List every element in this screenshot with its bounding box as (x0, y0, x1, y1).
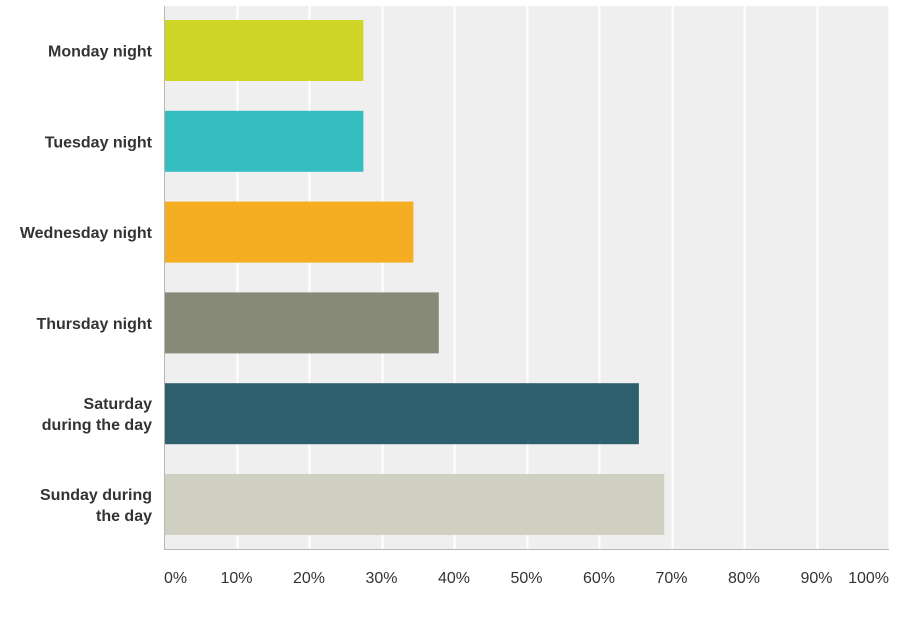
x-tick-label: 100% (848, 570, 889, 587)
x-tick-label: 60% (583, 570, 615, 587)
category-label: Monday night (48, 44, 153, 61)
category-labels: Monday night Tuesday night Wednesday night… (20, 44, 153, 526)
x-tick-label: 30% (365, 570, 397, 587)
x-tick-label: 90% (800, 570, 832, 587)
category-label: Sunday during the day (40, 487, 152, 525)
bar[interactable] (165, 201, 414, 263)
x-tick-label: 70% (655, 570, 687, 587)
x-tick-label: 10% (220, 570, 252, 587)
x-tick-label: 80% (728, 570, 760, 587)
bar[interactable] (165, 110, 364, 172)
bar[interactable] (165, 292, 439, 354)
x-tick-label: 0% (164, 570, 187, 587)
category-label: Tuesday night (45, 134, 153, 151)
bar[interactable] (165, 474, 665, 535)
x-tick-label: 40% (438, 570, 470, 587)
bars (165, 20, 665, 535)
category-label: Saturday during the day (42, 396, 152, 434)
gridlines (236, 6, 891, 549)
x-tick-label: 20% (293, 570, 325, 587)
x-tick-label: 50% (510, 570, 542, 587)
category-label: Thursday night (36, 316, 152, 333)
x-tick-labels: 0% 10% 20% 30% 40% 50% 60% 70% 80% 90% 100% (164, 570, 889, 587)
bar[interactable] (165, 383, 639, 445)
bar[interactable] (165, 20, 364, 81)
category-label: Wednesday night (20, 225, 153, 242)
